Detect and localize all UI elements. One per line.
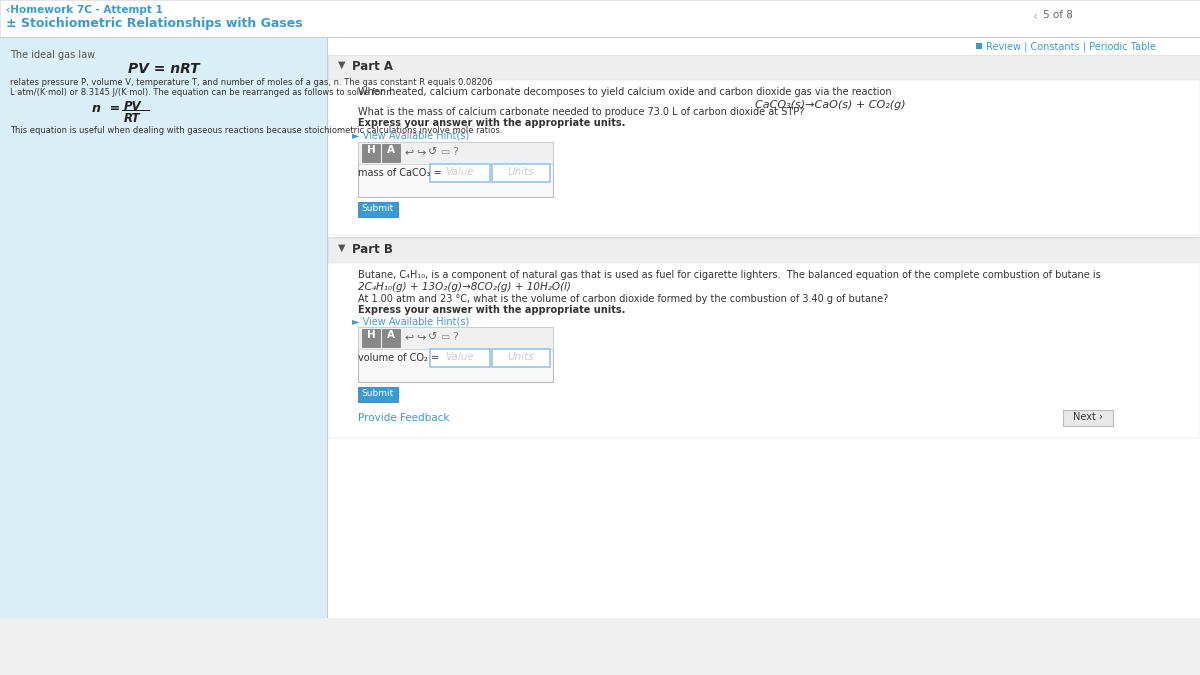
Text: Provide Feedback: Provide Feedback [358,413,450,423]
FancyBboxPatch shape [122,110,150,111]
Text: ► View Available Hint(s): ► View Available Hint(s) [352,130,469,140]
Text: Part A: Part A [352,60,394,73]
FancyBboxPatch shape [492,349,550,367]
FancyBboxPatch shape [328,238,1200,263]
Text: The ideal gas law: The ideal gas law [10,50,95,60]
Text: H: H [367,330,376,340]
Text: Units: Units [508,167,534,177]
Text: Value: Value [445,167,474,177]
FancyBboxPatch shape [976,43,982,49]
Text: ► View Available Hint(s): ► View Available Hint(s) [352,316,469,326]
FancyBboxPatch shape [430,164,490,182]
FancyBboxPatch shape [362,144,380,162]
Text: ↺: ↺ [428,332,437,342]
FancyBboxPatch shape [358,142,553,164]
FancyBboxPatch shape [328,38,1200,618]
Text: Submit: Submit [362,389,394,398]
FancyBboxPatch shape [358,327,553,349]
Text: L·atm/(K·mol) or 8.3145 J/(K·mol). The equation can be rearranged as follows to : L·atm/(K·mol) or 8.3145 J/(K·mol). The e… [10,88,395,97]
Text: ↪: ↪ [416,332,425,342]
FancyBboxPatch shape [362,329,380,347]
Text: ↩: ↩ [404,332,413,342]
Text: PV = nRT: PV = nRT [128,62,200,76]
Text: ?: ? [452,147,458,157]
Text: Butane, C₄H₁₀, is a component of natural gas that is used as fuel for cigarette : Butane, C₄H₁₀, is a component of natural… [358,270,1100,280]
Text: mass of CaCO₃ =: mass of CaCO₃ = [358,168,442,178]
FancyBboxPatch shape [1063,410,1114,426]
FancyBboxPatch shape [328,80,1200,235]
Text: CaCO₃(s)→CaO(s) + CO₂(g): CaCO₃(s)→CaO(s) + CO₂(g) [755,100,905,110]
Text: ▼: ▼ [338,243,346,253]
FancyBboxPatch shape [382,144,400,162]
Text: Units: Units [508,352,534,362]
FancyBboxPatch shape [328,263,1200,438]
Text: ▼: ▼ [338,60,346,70]
Text: ‹: ‹ [1033,10,1038,23]
Text: Express your answer with the appropriate units.: Express your answer with the appropriate… [358,118,625,128]
Text: Submit: Submit [362,204,394,213]
FancyBboxPatch shape [358,327,553,382]
FancyBboxPatch shape [328,237,1200,238]
FancyBboxPatch shape [430,349,490,367]
FancyBboxPatch shape [358,202,398,217]
Text: ± Stoichiometric Relationships with Gases: ± Stoichiometric Relationships with Gase… [6,17,302,30]
FancyBboxPatch shape [0,38,328,618]
Text: ‹Homework 7C - Attempt 1: ‹Homework 7C - Attempt 1 [6,5,163,15]
Text: ↺: ↺ [428,147,437,157]
Text: What is the mass of calcium carbonate needed to produce 73.0 L of carbon dioxide: What is the mass of calcium carbonate ne… [358,107,804,117]
Text: ?: ? [452,332,458,342]
FancyBboxPatch shape [0,0,1200,38]
Text: RT: RT [124,112,140,125]
Text: ↪: ↪ [416,147,425,157]
Text: A: A [386,145,395,155]
Text: relates pressure P, volume V, temperature T, and number of moles of a gas, n. Th: relates pressure P, volume V, temperatur… [10,78,492,87]
FancyBboxPatch shape [358,142,553,197]
FancyBboxPatch shape [328,55,1200,80]
Text: 2C₄H₁₀(g) + 13O₂(g)→8CO₂(g) + 10H₂O(l): 2C₄H₁₀(g) + 13O₂(g)→8CO₂(g) + 10H₂O(l) [358,282,571,292]
Text: ↩: ↩ [404,147,413,157]
Text: ▭: ▭ [440,332,449,342]
Text: volume of CO₂ =: volume of CO₂ = [358,353,439,363]
Text: This equation is useful when dealing with gaseous reactions because stoichiometr: This equation is useful when dealing wit… [10,126,503,135]
Text: Part B: Part B [352,243,392,256]
FancyBboxPatch shape [382,329,400,347]
Text: Value: Value [445,352,474,362]
Text: 5 of 8: 5 of 8 [1043,10,1073,20]
Text: H: H [367,145,376,155]
Text: At 1.00 atm and 23 °C, what is the volume of carbon dioxide formed by the combus: At 1.00 atm and 23 °C, what is the volum… [358,294,888,304]
Text: PV: PV [124,100,142,113]
Text: Review | Constants | Periodic Table: Review | Constants | Periodic Table [986,42,1156,53]
Text: ▭: ▭ [440,147,449,157]
FancyBboxPatch shape [358,387,398,402]
Text: Express your answer with the appropriate units.: Express your answer with the appropriate… [358,305,625,315]
Text: When heated, calcium carbonate decomposes to yield calcium oxide and carbon diox: When heated, calcium carbonate decompose… [358,87,892,97]
Text: ›: › [1067,10,1072,23]
Text: A: A [386,330,395,340]
FancyBboxPatch shape [0,37,1200,38]
Text: Next ›: Next › [1073,412,1103,422]
Text: n  =: n = [92,102,120,115]
FancyBboxPatch shape [492,164,550,182]
